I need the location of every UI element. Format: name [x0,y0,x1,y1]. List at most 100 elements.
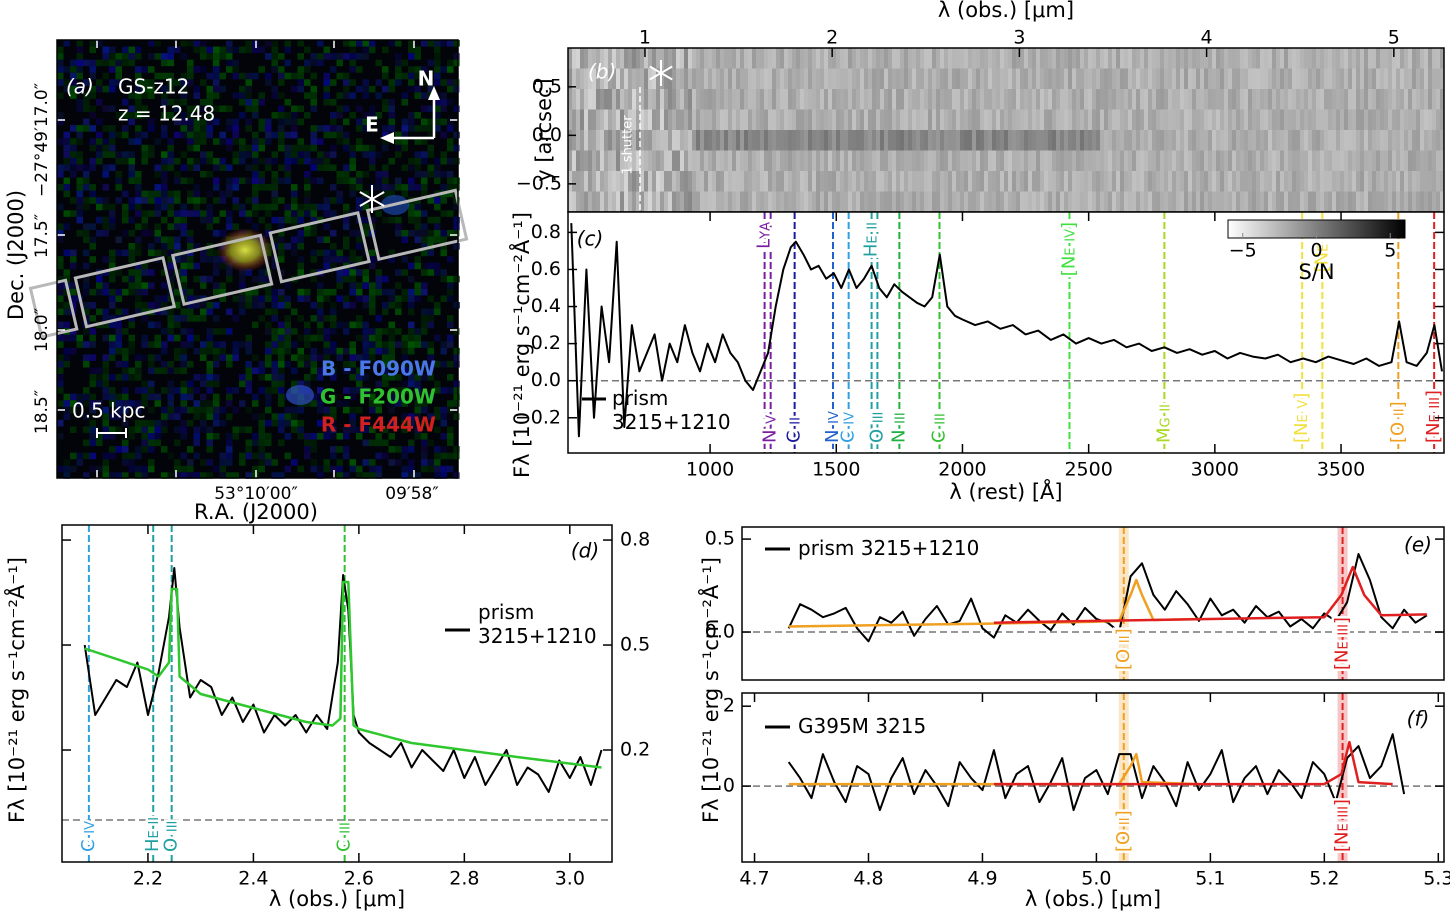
pixel [1036,109,1040,130]
pixel [1328,89,1332,110]
pixel [369,400,376,407]
pixel [193,85,200,93]
pixel [193,413,200,420]
pixel [840,171,844,192]
pixel [414,125,421,132]
pixel [180,151,187,158]
pixel [401,269,408,276]
pixel [161,151,168,158]
pixel [1020,150,1024,171]
pixel [440,184,447,191]
pixel [1240,150,1244,171]
pixel [388,354,395,361]
pixel [96,308,103,316]
pixel [760,171,764,192]
pixel [744,89,748,110]
pixel [278,216,285,224]
pixel [109,210,116,217]
pixel [109,79,116,86]
pixel [180,98,187,106]
pixel [1108,68,1112,89]
panel-label: (d) [571,539,599,563]
pixel [1220,109,1224,130]
pixel [996,171,1000,192]
pixel [336,112,343,119]
pixel [76,131,83,139]
pixel [297,85,304,93]
pixel [632,130,636,151]
pixel [1072,89,1076,110]
pixel [1400,191,1404,212]
pixel [768,109,772,130]
pixel [1124,191,1128,212]
pixel [780,150,784,171]
pixel [122,367,129,375]
pixel [1132,191,1136,212]
pixel [936,150,940,171]
pixel [271,472,278,479]
pixel [317,334,324,342]
pixel [772,171,776,192]
pixel [696,89,700,110]
pixel [96,229,103,237]
pixel [388,393,395,401]
pixel [317,308,324,316]
pixel [1120,109,1124,130]
pixel [1260,150,1264,171]
pixel [193,66,200,73]
pixel [187,164,194,171]
pixel [812,48,816,69]
pixel [349,360,356,368]
pixel [219,347,226,355]
pixel [421,92,428,99]
pixel [206,360,213,368]
pixel [297,203,304,211]
y-tick-label: 0.6 [531,258,561,280]
pixel [1312,130,1316,151]
pixel [712,130,716,151]
pixel [624,109,628,130]
pixel [1304,89,1308,110]
pixel [310,256,317,263]
pixel [83,275,90,283]
pixel [1140,191,1144,212]
pixel [76,151,83,158]
pixel [187,387,194,394]
pixel [1140,171,1144,192]
pixel [63,302,70,309]
pixel [304,144,311,152]
pixel [317,288,324,296]
pixel [232,433,239,440]
pixel [258,433,265,440]
pixel [676,48,680,69]
line-label: [Ne iv] [1058,222,1079,276]
pixel [447,433,454,440]
pixel [206,131,213,139]
pixel [148,282,155,289]
pixel [226,66,233,73]
pixel [1332,150,1336,171]
pixel [239,380,246,388]
pixel [122,216,129,224]
pixel [206,92,213,99]
pixel [1060,109,1064,130]
pixel [920,68,924,89]
pixel [141,433,148,440]
pixel [434,308,441,316]
pixel [704,150,708,171]
pixel [401,92,408,99]
pixel [912,130,916,151]
pixel [852,68,856,89]
pixel [1160,89,1164,110]
pixel [141,223,148,230]
pixel [284,203,291,211]
pixel [652,130,656,151]
pixel [135,249,142,257]
pixel [696,48,700,69]
pixel [83,59,90,67]
pixel [1200,48,1204,69]
pixel [427,216,434,224]
pixel [688,171,692,192]
pixel [636,191,640,212]
pixel [258,171,265,178]
